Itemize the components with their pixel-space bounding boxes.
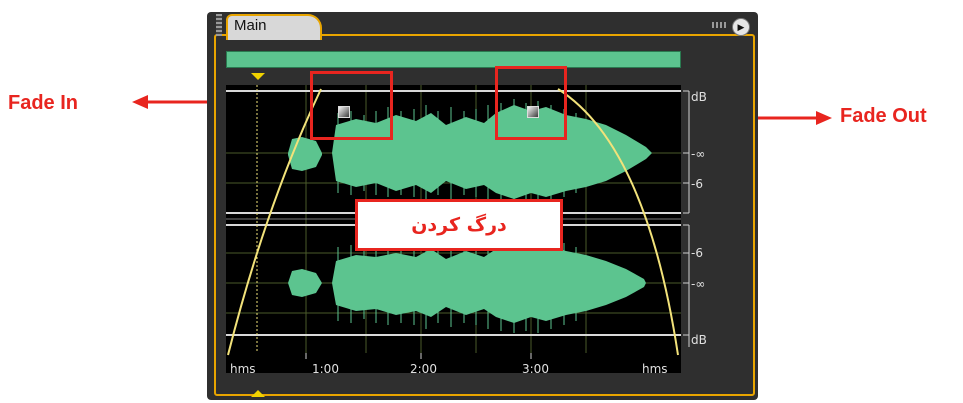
db-label-inf-bottom: -∞ bbox=[691, 277, 706, 291]
panel-menu-grip bbox=[712, 22, 726, 28]
tab-main-label: Main bbox=[234, 17, 267, 34]
end-marker[interactable] bbox=[251, 390, 265, 397]
overview-bar[interactable] bbox=[226, 51, 681, 68]
time-label-1-00: 1:00 bbox=[312, 362, 339, 376]
time-label-3-00: 3:00 bbox=[522, 362, 549, 376]
time-label-end: hms bbox=[642, 362, 668, 376]
panel-frame bbox=[214, 34, 755, 396]
waveform-channel-bottom bbox=[288, 233, 646, 333]
fade-in-curve bbox=[227, 88, 322, 356]
tab-main[interactable] bbox=[226, 14, 322, 40]
time-ruler-ticks bbox=[305, 353, 532, 359]
drag-instruction-box: درگ کردن bbox=[355, 199, 563, 251]
fade-out-highlight bbox=[495, 66, 567, 140]
playhead-marker[interactable] bbox=[251, 73, 265, 80]
fade-out-label: Fade Out bbox=[840, 105, 927, 127]
panel-grip[interactable] bbox=[216, 14, 222, 36]
fade-in-handle[interactable] bbox=[338, 106, 350, 118]
time-label-start: hms bbox=[230, 362, 256, 376]
fade-in-highlight bbox=[310, 71, 393, 140]
fade-in-label: Fade In bbox=[8, 92, 79, 114]
db-label-minus6-bottom: -6 bbox=[691, 246, 703, 260]
fade-out-handle[interactable] bbox=[527, 106, 539, 118]
fade-out-curve bbox=[557, 88, 679, 356]
db-ruler bbox=[683, 85, 747, 353]
db-label-bottom: dB bbox=[691, 333, 707, 347]
db-label-minus6-top: -6 bbox=[691, 177, 703, 191]
db-label-inf-top: -∞ bbox=[691, 147, 706, 161]
time-label-2-00: 2:00 bbox=[410, 362, 437, 376]
db-label-top: dB bbox=[691, 90, 707, 104]
drag-instruction-label: درگ کردن bbox=[411, 214, 507, 236]
panel-menu-icon[interactable]: ▶ bbox=[732, 18, 750, 36]
